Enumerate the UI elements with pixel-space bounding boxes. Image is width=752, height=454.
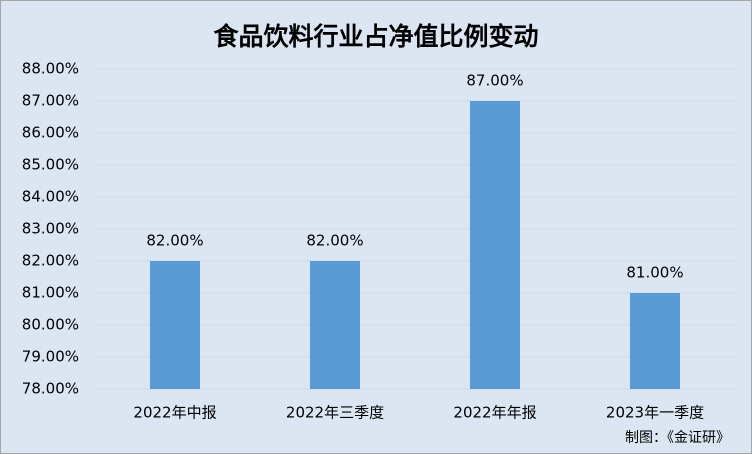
chart-title: 食品饮料行业占净值比例变动	[213, 22, 538, 51]
x-tick-label: 2022年中报	[133, 404, 216, 422]
x-tick-label: 2022年三季度	[286, 404, 384, 422]
value-label: 87.00%	[466, 72, 523, 90]
y-tick-label: 79.00%	[22, 348, 79, 366]
x-tick-label: 2022年年报	[453, 404, 536, 422]
bar	[630, 293, 680, 389]
y-tick-label: 86.00%	[22, 124, 79, 142]
y-tick-label: 78.00%	[22, 380, 79, 398]
bar	[470, 101, 520, 389]
source-note: 制图：《金证研》	[625, 430, 730, 446]
value-label: 82.00%	[146, 232, 203, 250]
y-tick-label: 88.00%	[22, 60, 79, 78]
x-tick-label: 2023年一季度	[606, 404, 704, 422]
y-tick-label: 84.00%	[22, 188, 79, 206]
y-tick-label: 85.00%	[22, 156, 79, 174]
y-tick-label: 81.00%	[22, 284, 79, 302]
bar	[150, 261, 200, 389]
value-label: 82.00%	[306, 232, 363, 250]
y-tick-label: 87.00%	[22, 92, 79, 110]
y-tick-label: 80.00%	[22, 316, 79, 334]
value-label: 81.00%	[626, 264, 683, 282]
y-tick-label: 82.00%	[22, 252, 79, 270]
bar	[310, 261, 360, 389]
y-tick-label: 83.00%	[22, 220, 79, 238]
